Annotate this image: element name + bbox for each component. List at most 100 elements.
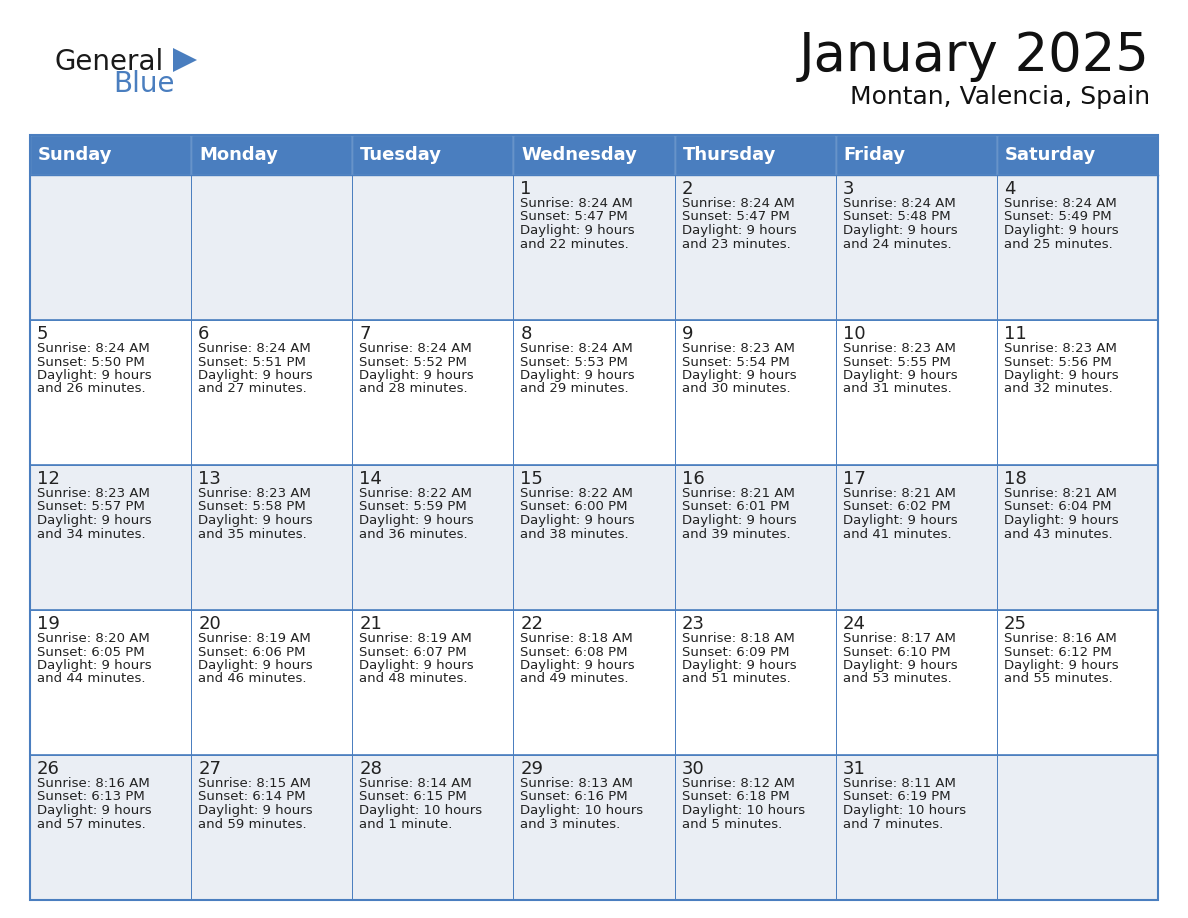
Text: 14: 14 <box>359 470 383 488</box>
Text: 29: 29 <box>520 760 543 778</box>
Text: Sunrise: 8:23 AM: Sunrise: 8:23 AM <box>682 342 795 355</box>
Text: and 53 minutes.: and 53 minutes. <box>842 673 952 686</box>
Polygon shape <box>173 48 197 72</box>
Text: 9: 9 <box>682 325 693 343</box>
Text: Sunset: 5:47 PM: Sunset: 5:47 PM <box>520 210 628 223</box>
Text: Sunset: 6:18 PM: Sunset: 6:18 PM <box>682 790 789 803</box>
Text: Daylight: 9 hours: Daylight: 9 hours <box>1004 369 1118 382</box>
Text: Daylight: 9 hours: Daylight: 9 hours <box>842 659 958 672</box>
Bar <box>997 320 1158 465</box>
Text: 11: 11 <box>1004 325 1026 343</box>
Text: and 28 minutes.: and 28 minutes. <box>359 383 468 396</box>
Text: Sunset: 6:10 PM: Sunset: 6:10 PM <box>842 645 950 658</box>
Text: Daylight: 9 hours: Daylight: 9 hours <box>1004 514 1118 527</box>
Text: Sunset: 5:49 PM: Sunset: 5:49 PM <box>1004 210 1112 223</box>
Text: Sunset: 6:08 PM: Sunset: 6:08 PM <box>520 645 628 658</box>
Text: Sunrise: 8:18 AM: Sunrise: 8:18 AM <box>682 632 795 645</box>
Bar <box>513 320 675 465</box>
Text: and 29 minutes.: and 29 minutes. <box>520 383 630 396</box>
Bar <box>835 465 997 610</box>
Text: and 5 minutes.: and 5 minutes. <box>682 818 782 831</box>
Text: Sunrise: 8:19 AM: Sunrise: 8:19 AM <box>359 632 472 645</box>
Text: and 36 minutes.: and 36 minutes. <box>359 528 468 541</box>
Text: Sunset: 5:53 PM: Sunset: 5:53 PM <box>520 355 628 368</box>
Text: Sunrise: 8:17 AM: Sunrise: 8:17 AM <box>842 632 955 645</box>
Text: 6: 6 <box>198 325 209 343</box>
Bar <box>353 135 513 175</box>
Text: Daylight: 10 hours: Daylight: 10 hours <box>682 804 804 817</box>
Text: Saturday: Saturday <box>1005 146 1097 164</box>
Text: 31: 31 <box>842 760 866 778</box>
Bar <box>353 175 513 320</box>
Text: Sunset: 5:58 PM: Sunset: 5:58 PM <box>198 500 305 513</box>
Text: Sunrise: 8:18 AM: Sunrise: 8:18 AM <box>520 632 633 645</box>
Text: Montan, Valencia, Spain: Montan, Valencia, Spain <box>849 85 1150 109</box>
Text: Daylight: 9 hours: Daylight: 9 hours <box>37 659 152 672</box>
Text: and 55 minutes.: and 55 minutes. <box>1004 673 1113 686</box>
Text: Sunset: 6:02 PM: Sunset: 6:02 PM <box>842 500 950 513</box>
Text: and 26 minutes.: and 26 minutes. <box>37 383 146 396</box>
Bar <box>513 175 675 320</box>
Text: Sunset: 6:12 PM: Sunset: 6:12 PM <box>1004 645 1112 658</box>
Text: 21: 21 <box>359 615 383 633</box>
Text: Daylight: 9 hours: Daylight: 9 hours <box>198 659 312 672</box>
Text: Sunrise: 8:24 AM: Sunrise: 8:24 AM <box>520 197 633 210</box>
Text: Sunrise: 8:22 AM: Sunrise: 8:22 AM <box>359 487 472 500</box>
Text: Sunset: 6:07 PM: Sunset: 6:07 PM <box>359 645 467 658</box>
Text: 18: 18 <box>1004 470 1026 488</box>
Text: and 23 minutes.: and 23 minutes. <box>682 238 790 251</box>
Text: Sunrise: 8:23 AM: Sunrise: 8:23 AM <box>1004 342 1117 355</box>
Text: Daylight: 9 hours: Daylight: 9 hours <box>842 224 958 237</box>
Text: Sunrise: 8:24 AM: Sunrise: 8:24 AM <box>520 342 633 355</box>
Text: Daylight: 10 hours: Daylight: 10 hours <box>842 804 966 817</box>
Text: and 1 minute.: and 1 minute. <box>359 818 453 831</box>
Text: Sunset: 6:04 PM: Sunset: 6:04 PM <box>1004 500 1111 513</box>
Text: Sunrise: 8:13 AM: Sunrise: 8:13 AM <box>520 777 633 790</box>
Text: Sunset: 5:48 PM: Sunset: 5:48 PM <box>842 210 950 223</box>
Bar <box>30 610 191 755</box>
Bar <box>353 320 513 465</box>
Text: Daylight: 9 hours: Daylight: 9 hours <box>198 514 312 527</box>
Bar <box>30 755 191 900</box>
Text: Daylight: 9 hours: Daylight: 9 hours <box>520 659 636 672</box>
Bar <box>675 610 835 755</box>
Text: 4: 4 <box>1004 180 1016 198</box>
Bar <box>997 755 1158 900</box>
Text: Daylight: 10 hours: Daylight: 10 hours <box>520 804 644 817</box>
Text: Daylight: 9 hours: Daylight: 9 hours <box>1004 224 1118 237</box>
Bar <box>513 465 675 610</box>
Bar <box>675 320 835 465</box>
Bar <box>997 175 1158 320</box>
Text: Sunrise: 8:23 AM: Sunrise: 8:23 AM <box>198 487 311 500</box>
Text: and 49 minutes.: and 49 minutes. <box>520 673 628 686</box>
Text: Daylight: 9 hours: Daylight: 9 hours <box>1004 659 1118 672</box>
Text: and 35 minutes.: and 35 minutes. <box>198 528 307 541</box>
Text: and 38 minutes.: and 38 minutes. <box>520 528 630 541</box>
Text: Blue: Blue <box>113 70 175 98</box>
Text: and 44 minutes.: and 44 minutes. <box>37 673 145 686</box>
Text: 13: 13 <box>198 470 221 488</box>
Text: Daylight: 9 hours: Daylight: 9 hours <box>520 224 636 237</box>
Bar <box>675 465 835 610</box>
Text: and 22 minutes.: and 22 minutes. <box>520 238 630 251</box>
Text: 26: 26 <box>37 760 59 778</box>
Bar <box>835 175 997 320</box>
Text: Daylight: 9 hours: Daylight: 9 hours <box>37 369 152 382</box>
Text: 23: 23 <box>682 615 704 633</box>
Bar <box>675 135 835 175</box>
Text: Sunset: 5:55 PM: Sunset: 5:55 PM <box>842 355 950 368</box>
Text: Daylight: 9 hours: Daylight: 9 hours <box>359 514 474 527</box>
Text: and 48 minutes.: and 48 minutes. <box>359 673 468 686</box>
Text: 28: 28 <box>359 760 383 778</box>
Text: 12: 12 <box>37 470 59 488</box>
Text: 20: 20 <box>198 615 221 633</box>
Text: Sunrise: 8:12 AM: Sunrise: 8:12 AM <box>682 777 795 790</box>
Text: 19: 19 <box>37 615 59 633</box>
Bar <box>513 610 675 755</box>
Text: Daylight: 9 hours: Daylight: 9 hours <box>198 804 312 817</box>
Text: and 59 minutes.: and 59 minutes. <box>198 818 307 831</box>
Text: Sunset: 6:09 PM: Sunset: 6:09 PM <box>682 645 789 658</box>
Text: 1: 1 <box>520 180 532 198</box>
Text: Daylight: 9 hours: Daylight: 9 hours <box>842 514 958 527</box>
Text: Sunset: 6:01 PM: Sunset: 6:01 PM <box>682 500 789 513</box>
